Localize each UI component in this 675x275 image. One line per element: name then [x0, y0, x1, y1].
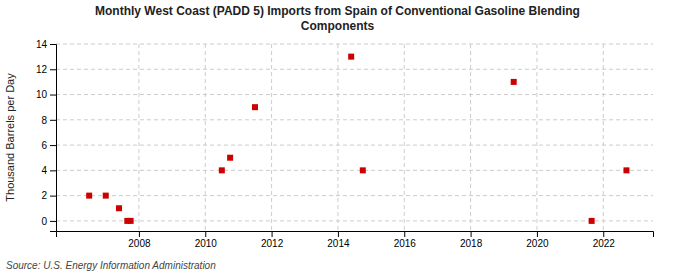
y-tick-mark — [50, 120, 56, 121]
point — [219, 167, 225, 173]
x-tick-label: 2020 — [526, 238, 549, 249]
grid-line-x — [536, 44, 537, 231]
x-tick: 2008 — [128, 231, 151, 249]
x-tick-label: 2014 — [327, 238, 350, 249]
grid-line-y — [56, 145, 653, 146]
y-tick: 2 — [41, 190, 56, 201]
x-tick: 2014 — [327, 231, 350, 249]
grid-line-y — [56, 119, 653, 120]
x-tick-mark — [404, 231, 405, 237]
grid-line-x — [603, 44, 604, 231]
title: Monthly West Coast (PADD 5) Imports from… — [95, 4, 580, 33]
x-tick-mark — [537, 231, 538, 237]
y-axis: 0 2 4 6 8 10 12 14 — [36, 39, 57, 232]
x-tick-mark — [139, 231, 140, 237]
y-tick: 10 — [36, 89, 56, 100]
x-tick: 2022 — [593, 231, 616, 249]
y-tick-mark — [50, 170, 56, 171]
y-tick-label: 10 — [36, 89, 48, 100]
x-tick-label: 2010 — [195, 238, 218, 249]
x-tick-label: 2022 — [593, 238, 616, 249]
point — [511, 79, 517, 85]
y-tick-label: 14 — [36, 39, 48, 50]
grid-line-x — [470, 44, 471, 231]
grid — [56, 44, 653, 231]
y-tick-mark — [50, 95, 56, 96]
grid-line-y — [56, 195, 653, 196]
y-tick: 4 — [41, 165, 56, 176]
y-tick: 14 — [36, 39, 56, 50]
y-tick: 0 — [41, 216, 56, 227]
grid-line-x — [337, 44, 338, 231]
x-tick: 2018 — [460, 231, 483, 249]
point — [623, 167, 629, 173]
annotation: Source: U.S. Energy Information Administ… — [6, 260, 216, 271]
x-tick: 2016 — [394, 231, 417, 249]
point — [103, 193, 109, 199]
y-tick: 8 — [41, 115, 56, 126]
grid-line-x — [138, 44, 139, 231]
y-tick-label: 12 — [36, 64, 48, 75]
x-tick-mark — [603, 231, 604, 237]
y-axis-label: Thousand Barrels per Day — [4, 73, 16, 202]
y-tick-mark — [50, 69, 56, 70]
y-tick-mark — [50, 221, 56, 222]
x-tick: 2020 — [526, 231, 549, 249]
grid-line-y — [56, 170, 653, 171]
x-tick-label: 2012 — [261, 238, 284, 249]
x-tick-label: 2016 — [394, 238, 417, 249]
x-tick-mark — [205, 231, 206, 237]
x-axis-line — [57, 232, 654, 238]
x-tick-mark — [471, 231, 472, 237]
grid-line-x — [205, 44, 206, 231]
x-axis: 2008 2010 2012 2014 2016 2018 2020 2022 — [57, 231, 654, 249]
grid-line-x — [271, 44, 272, 231]
y-tick: 6 — [41, 140, 56, 151]
y-tick-label: 6 — [41, 140, 47, 151]
point — [227, 155, 233, 161]
grid-line-y — [56, 69, 653, 70]
x-tick-mark — [272, 231, 273, 237]
grid-line-y — [56, 44, 653, 45]
grid-line-y — [56, 94, 653, 95]
grid-line-y — [56, 220, 653, 221]
point — [348, 54, 354, 60]
y-tick: 12 — [36, 64, 56, 75]
x-tick-mark — [338, 231, 339, 237]
x-tick-label: 2018 — [460, 238, 483, 249]
y-tick-mark — [50, 145, 56, 146]
x-tick: 2010 — [195, 231, 218, 249]
y-tick-label: 4 — [41, 165, 47, 176]
y-axis-line — [50, 45, 57, 232]
chart: Monthly West Coast (PADD 5) Imports from… — [0, 0, 675, 275]
point — [589, 218, 595, 224]
x-tick-label: 2008 — [128, 238, 151, 249]
x-tick: 2012 — [261, 231, 284, 249]
plot-area: 2008 2010 2012 2014 2016 2018 2020 2022 0 2 4 6 8 10 1… — [36, 39, 654, 249]
points — [86, 54, 629, 224]
y-tick-label: 8 — [41, 115, 47, 126]
point — [252, 104, 258, 110]
point — [360, 167, 366, 173]
y-tick-mark — [50, 44, 56, 45]
point — [128, 218, 134, 224]
y-tick-mark — [50, 196, 56, 197]
point — [86, 193, 92, 199]
grid-line-x — [404, 44, 405, 231]
y-tick-label: 2 — [41, 190, 47, 201]
point — [116, 205, 122, 211]
y-tick-label: 0 — [41, 216, 47, 227]
